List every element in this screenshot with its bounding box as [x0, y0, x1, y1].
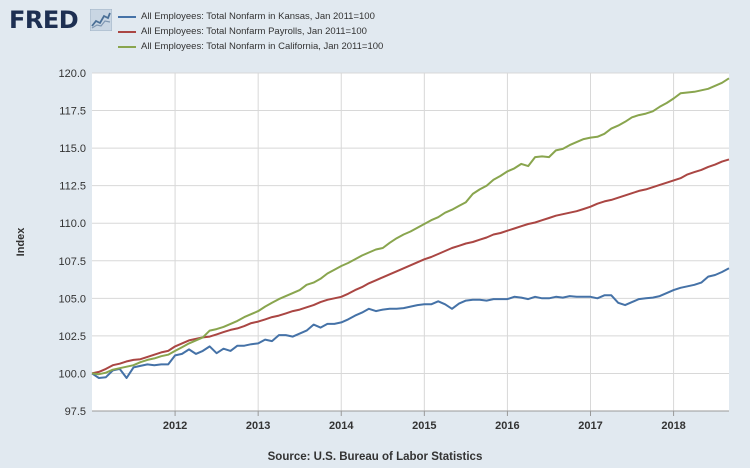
y-tick-label: 110.0	[59, 218, 86, 230]
x-tick-label: 2012	[163, 420, 187, 432]
x-tick-label: 2013	[246, 420, 270, 432]
x-tick-label: 2016	[495, 420, 519, 432]
fred-logo-chart-icon	[90, 9, 112, 31]
legend-label-payrolls: All Employees: Total Nonfarm Payrolls, J…	[141, 26, 367, 37]
y-tick-label: 105.0	[58, 293, 86, 305]
y-tick-label: 117.5	[59, 106, 86, 118]
y-tick-label: 120.0	[58, 68, 86, 80]
series-line-kansas	[91, 267, 730, 379]
legend-item-payrolls: All Employees: Total Nonfarm Payrolls, J…	[118, 24, 383, 39]
legend-swatch-kansas	[118, 15, 136, 18]
y-tick-label: 102.5	[58, 331, 86, 343]
series-line-california	[91, 77, 730, 376]
source-note: Source: U.S. Bureau of Labor Statistics	[267, 451, 483, 463]
x-tick-label: 2018	[661, 420, 685, 432]
y-tick-label: 112.5	[59, 181, 86, 193]
y-tick-label: 100.0	[58, 368, 86, 380]
fred-logo: FRED	[9, 6, 79, 34]
y-tick-label: 115.0	[59, 143, 86, 155]
legend-item-kansas: All Employees: Total Nonfarm in Kansas, …	[118, 9, 383, 24]
x-tick-label: 2015	[412, 420, 436, 432]
y-tick-label: 97.5	[65, 406, 86, 418]
legend-label-california: All Employees: Total Nonfarm in Californ…	[141, 41, 384, 52]
legend-item-california: All Employees: Total Nonfarm in Californ…	[118, 39, 383, 54]
y-axis-label: Index	[15, 227, 27, 257]
chart-legend: All Employees: Total Nonfarm in Kansas, …	[118, 9, 383, 54]
legend-swatch-payrolls	[118, 30, 136, 33]
x-tick-label: 2014	[329, 420, 354, 432]
y-tick-label: 107.5	[58, 256, 86, 268]
legend-swatch-california	[118, 45, 136, 48]
legend-label-kansas: All Employees: Total Nonfarm in Kansas, …	[141, 11, 375, 22]
plot-area	[92, 73, 729, 411]
x-tick-label: 2017	[578, 420, 602, 432]
